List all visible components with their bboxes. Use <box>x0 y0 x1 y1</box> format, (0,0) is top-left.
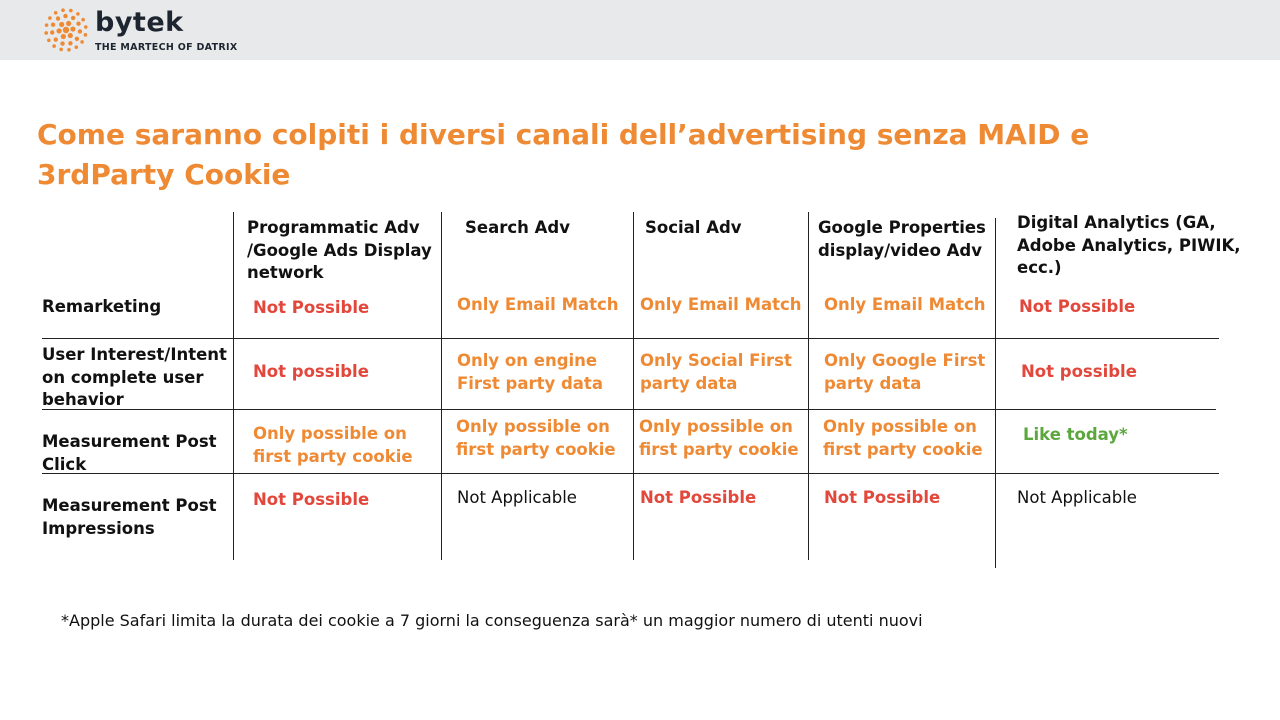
table-cell: Like today* <box>1023 425 1128 444</box>
footnote: *Apple Safari limita la durata dei cooki… <box>61 611 923 630</box>
table-cell: Not Possible <box>253 298 370 317</box>
column-header-programmatic: Programmatic Adv /Google Ads Display net… <box>247 218 432 282</box>
row-label-post-click: Measurement Post Click <box>42 432 217 474</box>
row-label-remarketing: Remarketing <box>42 297 162 316</box>
bytek-logo-icon <box>44 8 88 52</box>
table-divider-horizontal <box>42 409 1216 410</box>
table-cell: Not Possible <box>1019 297 1136 316</box>
table-cell: Only Social First party data <box>640 351 792 393</box>
table-divider-vertical <box>808 212 809 560</box>
brand-name: bytek <box>95 7 184 38</box>
table-divider-horizontal <box>42 338 1219 339</box>
brand-tagline: THE MARTECH OF DATRIX <box>95 42 238 53</box>
table-divider-horizontal <box>42 473 1219 474</box>
column-header-search: Search Adv <box>465 218 570 237</box>
table-cell: Only possible on first party cookie <box>823 417 983 459</box>
table-cell: Not Applicable <box>457 488 577 507</box>
slide-title: Come saranno colpiti i diversi canali de… <box>37 118 1090 191</box>
table-cell: Only possible on first party cookie <box>253 424 413 466</box>
table-cell: Not Applicable <box>1017 488 1137 507</box>
row-label-post-impressions: Measurement Post Impressions <box>42 496 217 538</box>
header-bar: bytek THE MARTECH OF DATRIX <box>0 0 1280 60</box>
table-cell: Only Email Match <box>640 295 802 314</box>
table-divider-vertical <box>633 212 634 560</box>
table-cell: Not possible <box>1021 362 1137 381</box>
table-cell: Not Possible <box>253 490 370 509</box>
table-cell: Not possible <box>253 362 369 381</box>
table-cell: Only possible on first party cookie <box>639 417 799 459</box>
column-header-google-properties: Google Properties display/video Adv <box>818 218 986 260</box>
table-cell: Only Google First party data <box>824 351 986 393</box>
table-divider-vertical <box>233 212 234 560</box>
table-divider-vertical <box>441 212 442 560</box>
table-cell: Not Possible <box>640 488 757 507</box>
table-cell: Only Email Match <box>457 295 619 314</box>
table-cell: Only on engine First party data <box>457 351 603 393</box>
column-header-social: Social Adv <box>645 218 742 237</box>
row-label-user-interest: User Interest/Intent on complete user be… <box>42 345 227 409</box>
table-cell: Only Email Match <box>824 295 986 314</box>
table-cell: Only possible on first party cookie <box>456 417 616 459</box>
table-cell: Not Possible <box>824 488 941 507</box>
table-divider-vertical <box>995 218 996 568</box>
column-header-digital-analytics: Digital Analytics (GA, Adobe Analytics, … <box>1017 213 1241 277</box>
